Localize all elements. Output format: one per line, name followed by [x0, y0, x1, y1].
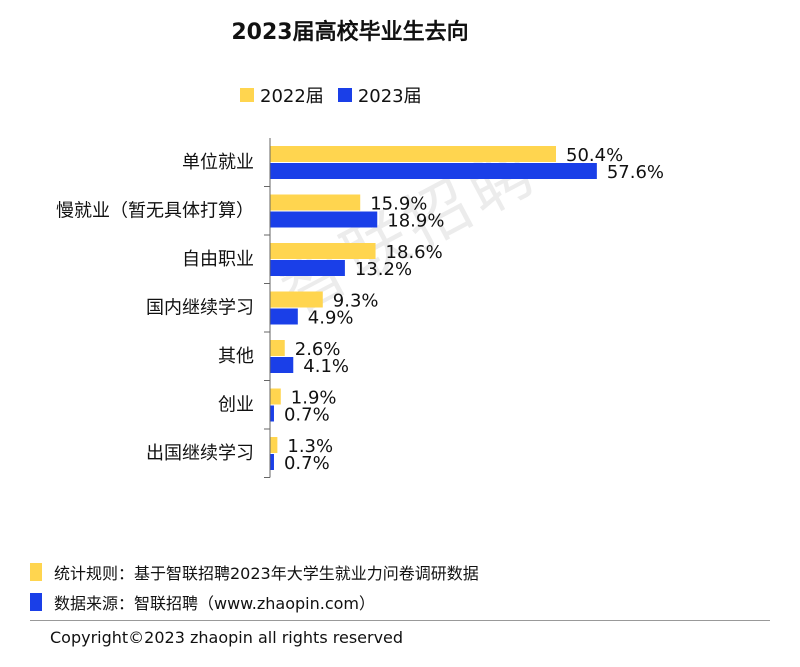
data-label-2022: 1.9%	[291, 388, 337, 409]
bar-2023	[270, 260, 345, 276]
bar-2023	[270, 357, 294, 373]
chart-legend: 2022届 2023届	[240, 82, 436, 108]
bar-2022	[270, 291, 323, 308]
note-swatch-blue	[30, 593, 42, 611]
data-label-2022: 50.4%	[566, 145, 623, 166]
data-label-2023: 0.7%	[284, 405, 330, 426]
data-label-2022: 1.3%	[287, 436, 333, 457]
category-label: 国内继续学习	[146, 298, 254, 319]
data-label-2023: 4.1%	[303, 356, 349, 377]
data-label-2022: 15.9%	[370, 194, 427, 215]
data-label-2023: 4.9%	[308, 308, 354, 329]
data-label-2022: 18.6%	[386, 242, 443, 263]
legend-label-2023: 2023届	[357, 86, 422, 107]
bar-2022	[270, 437, 278, 453]
data-label-2022: 9.3%	[333, 291, 379, 312]
note-swatch-yellow	[30, 563, 42, 581]
legend-label-2022: 2022届	[260, 86, 324, 107]
category-label: 慢就业（暂无具体打算）	[56, 201, 254, 222]
bar-chart: 单位就业 50.4%57.6% 慢就业（暂无具体打算） 15.9%18.9% 自由职业 1…	[56, 138, 664, 478]
bar-2023	[270, 211, 378, 228]
bar-2022	[270, 194, 361, 211]
note-stat-rule: 统计规则：基于智联招聘2023年大学生就业力问卷调研数据	[30, 560, 479, 584]
note-data-source-text: 数据来源：智联招聘（www.zhaopin.com）	[54, 594, 376, 613]
data-label-2023: 18.9%	[387, 211, 444, 232]
footer-divider	[30, 620, 770, 621]
category-label: 单位就业	[182, 152, 254, 173]
legend-item-2022: 2022届	[240, 82, 324, 108]
note-stat-rule-text: 统计规则：基于智联招聘2023年大学生就业力问卷调研数据	[54, 564, 479, 583]
category-label: 自由职业	[182, 249, 254, 270]
copyright-text: Copyright©2023 zhaopin all rights reserv…	[50, 628, 404, 647]
bar-2023	[270, 308, 298, 325]
data-label-2023: 0.7%	[284, 453, 330, 474]
bar-2022	[270, 340, 285, 356]
bar-2023	[270, 405, 274, 422]
legend-item-2023: 2023届	[337, 82, 422, 108]
category-label: 出国继续学习	[146, 443, 254, 464]
bar-2023	[270, 454, 274, 470]
legend-swatch-2022	[240, 88, 254, 102]
data-label-2023: 13.2%	[355, 259, 412, 280]
bar-2023	[270, 163, 597, 179]
data-label-2023: 57.6%	[607, 162, 664, 183]
note-data-source: 数据来源：智联招聘（www.zhaopin.com）	[30, 590, 375, 614]
category-label: 创业	[218, 395, 254, 416]
bar-2022	[270, 243, 376, 259]
category-label: 其他	[218, 346, 254, 367]
bar-2022	[270, 388, 281, 405]
chart-title: 2023届高校毕业生去向	[231, 20, 469, 45]
bar-2022	[270, 146, 556, 162]
legend-swatch-2023	[337, 88, 352, 102]
data-label-2022: 2.6%	[295, 339, 341, 360]
